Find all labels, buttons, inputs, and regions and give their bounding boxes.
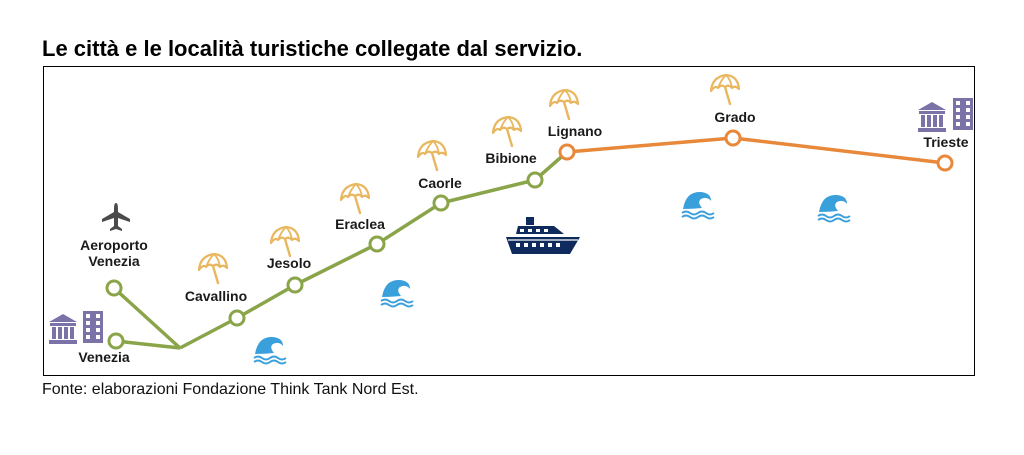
waves-icon — [380, 278, 414, 308]
building-icon — [953, 98, 973, 130]
waves-icon — [681, 190, 715, 220]
orange-route-line — [566, 136, 946, 165]
source-note: Fonte: elaborazioni Fondazione Think Tan… — [42, 381, 419, 398]
beach-umbrella-icon — [548, 88, 580, 121]
stop-label-caorle: Caorle — [418, 175, 462, 191]
beach-umbrella-icon — [197, 252, 229, 285]
stop-label-trieste: Trieste — [923, 134, 968, 150]
stop-label-grado: Grado — [714, 109, 755, 125]
route-segment-aeroporto — [112, 286, 182, 350]
stop-node-trieste — [936, 154, 954, 172]
stop-label-aeroporto: Aeroporto Venezia — [80, 237, 148, 269]
stop-node-venezia — [107, 332, 125, 350]
airplane-icon — [102, 203, 130, 231]
beach-umbrella-icon — [416, 139, 448, 172]
stop-node-cavallino — [228, 309, 246, 327]
stop-label-bibione: Bibione — [485, 150, 537, 166]
stop-node-grado — [724, 129, 742, 147]
stop-node-jesolo — [286, 276, 304, 294]
route-segment-venezia — [115, 339, 181, 350]
stop-label-venezia: Venezia — [78, 349, 130, 365]
diagram-title: Le città e le località turistiche colleg… — [42, 36, 583, 61]
stop-label-lignano: Lignano — [548, 123, 602, 139]
stop-node-aeroporto — [105, 279, 123, 297]
museum-icon — [918, 102, 946, 132]
beach-umbrella-icon — [491, 115, 523, 148]
stop-label-jesolo: Jesolo — [267, 255, 311, 271]
beach-umbrella-icon — [269, 225, 301, 258]
beach-umbrella-icon — [339, 182, 371, 215]
stop-node-lignano — [558, 143, 576, 161]
stop-node-caorle — [432, 194, 450, 212]
stop-label-eraclea: Eraclea — [335, 216, 385, 232]
stop-label-cavallino: Cavallino — [185, 288, 247, 304]
waves-icon — [817, 193, 851, 223]
stop-node-eraclea — [368, 235, 386, 253]
cruise-ship-icon — [505, 216, 581, 255]
waves-icon — [253, 335, 287, 365]
museum-icon — [49, 314, 77, 344]
beach-umbrella-icon — [709, 73, 741, 106]
building-icon — [83, 311, 103, 343]
stop-node-bibione — [526, 171, 544, 189]
map-frame — [43, 66, 975, 376]
